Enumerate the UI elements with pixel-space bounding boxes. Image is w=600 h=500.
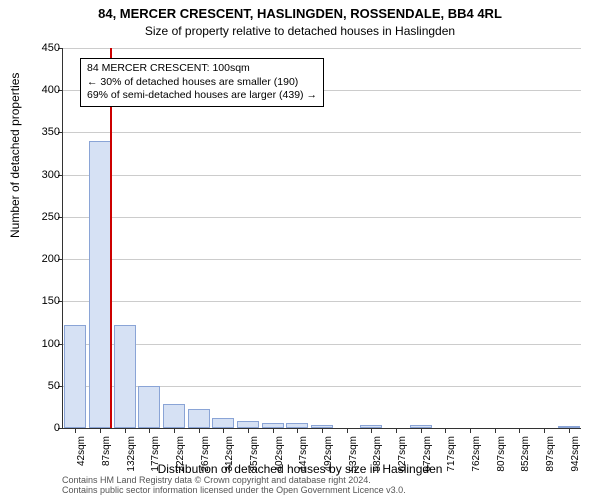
y-tick-label: 200	[30, 253, 60, 265]
bar	[89, 141, 111, 428]
chart-container: 84, MERCER CRESCENT, HASLINGDEN, ROSSEND…	[0, 0, 600, 500]
title-sub: Size of property relative to detached ho…	[0, 24, 600, 38]
y-tick-label: 250	[30, 211, 60, 223]
x-tick-mark	[223, 428, 224, 433]
x-tick-mark	[297, 428, 298, 433]
grid-line	[63, 48, 581, 49]
info-line3: 69% of semi-detached houses are larger (…	[87, 89, 317, 103]
y-tick-label: 0	[30, 422, 60, 434]
y-tick-label: 150	[30, 295, 60, 307]
x-tick-mark	[519, 428, 520, 433]
title-main: 84, MERCER CRESCENT, HASLINGDEN, ROSSEND…	[0, 6, 600, 21]
grid-line	[63, 301, 581, 302]
x-tick-mark	[371, 428, 372, 433]
x-tick-mark	[75, 428, 76, 433]
x-tick-mark	[470, 428, 471, 433]
info-line2: ← 30% of detached houses are smaller (19…	[87, 76, 317, 90]
bar	[188, 409, 210, 428]
x-tick-mark	[495, 428, 496, 433]
grid-line	[63, 132, 581, 133]
y-tick-label: 300	[30, 169, 60, 181]
x-tick-mark	[569, 428, 570, 433]
y-axis-label: Number of detached properties	[8, 73, 22, 238]
x-tick-mark	[347, 428, 348, 433]
x-tick-mark	[100, 428, 101, 433]
grid-line	[63, 217, 581, 218]
info-box: 84 MERCER CRESCENT: 100sqm ← 30% of deta…	[80, 58, 324, 107]
y-tick-label: 400	[30, 84, 60, 96]
footer-line2: Contains public sector information licen…	[62, 486, 406, 496]
x-tick-mark	[322, 428, 323, 433]
info-line1: 84 MERCER CRESCENT: 100sqm	[87, 62, 317, 76]
x-tick-mark	[273, 428, 274, 433]
x-tick-mark	[199, 428, 200, 433]
grid-line	[63, 259, 581, 260]
y-tick-label: 350	[30, 126, 60, 138]
x-tick-mark	[421, 428, 422, 433]
y-tick-label: 50	[30, 380, 60, 392]
bar	[237, 421, 259, 428]
bar	[114, 325, 136, 428]
y-tick-label: 100	[30, 338, 60, 350]
x-tick-mark	[174, 428, 175, 433]
x-axis-label: Distribution of detached houses by size …	[0, 462, 600, 476]
footer: Contains HM Land Registry data © Crown c…	[62, 476, 406, 496]
bar	[64, 325, 86, 428]
x-tick-mark	[125, 428, 126, 433]
x-tick-mark	[149, 428, 150, 433]
x-tick-mark	[396, 428, 397, 433]
bar	[163, 404, 185, 428]
bar	[138, 386, 160, 428]
x-tick-mark	[445, 428, 446, 433]
x-tick-mark	[544, 428, 545, 433]
x-tick-mark	[248, 428, 249, 433]
grid-line	[63, 175, 581, 176]
y-tick-label: 450	[30, 42, 60, 54]
grid-line	[63, 344, 581, 345]
bar	[212, 418, 234, 428]
